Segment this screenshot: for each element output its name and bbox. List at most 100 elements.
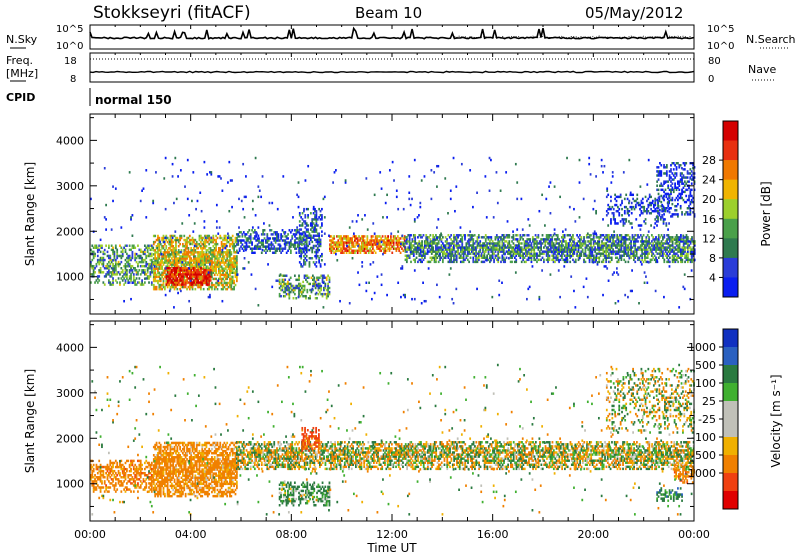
heatmap-cell [204,244,206,248]
heatmap-cell [166,271,169,274]
heatmap-cell [316,248,319,252]
heatmap-cell [152,249,155,252]
heatmap-cell [179,275,182,278]
heatmap-cell [134,283,137,286]
heatmap-cell [107,273,110,276]
heatmap-cell [183,244,186,248]
heatmap-cell [308,242,311,246]
heatmap-cell [96,246,99,249]
heatmap-cell [173,281,176,285]
heatmap-cell [311,282,314,286]
heatmap-cell [269,249,271,252]
heatmap-cell [219,261,222,264]
heatmap-cell [139,254,142,258]
heatmap-cell [215,242,217,246]
heatmap-cell [109,275,112,278]
heatmap-cell [267,243,270,246]
heatmap-cell [158,265,161,268]
heatmap-cell [177,281,180,284]
heatmap-cell [154,253,157,256]
heatmap-cell [251,251,253,254]
heatmap-cell [112,185,114,188]
heatmap-cell [150,281,153,284]
heatmap-cell [162,283,165,287]
heatmap-cell [229,249,231,252]
heatmap-cell [227,251,230,254]
heatmap-cell [199,259,202,262]
heatmap-cell [222,255,224,258]
heatmap-cell [195,263,198,266]
heatmap-cell [190,271,193,274]
heatmap-cell [175,279,177,282]
heatmap-cell [213,273,216,277]
heatmap-cell [193,255,195,258]
heatmap-cell [145,277,148,280]
heatmap-cell [230,257,233,260]
heatmap-cell [201,259,204,262]
heatmap-cell [304,226,307,229]
heatmap-cell [223,257,226,260]
heatmap-cell [306,280,309,284]
heatmap-cell [659,209,661,212]
heatmap-cell [270,241,273,244]
heatmap-cell [128,275,131,278]
heatmap-cell [91,273,94,276]
heatmap-cell [158,242,161,246]
heatmap-cell [163,251,166,254]
heatmap-cell [209,257,212,260]
heatmap-cell [304,261,307,264]
heatmap-cell [116,273,119,276]
heatmap-cell [191,285,194,289]
heatmap-cell [195,277,198,280]
heatmap-cell [683,168,686,171]
heatmap-cell [223,251,226,254]
heatmap-cell [92,264,95,268]
heatmap-cell [270,233,273,236]
heatmap-cell [152,257,155,260]
heatmap-cell [229,265,231,268]
heatmap-cell [150,271,153,274]
heatmap-cell [134,258,137,262]
heatmap-cell [584,260,587,264]
heatmap-cell [686,236,689,239]
heatmap-cell [308,240,311,244]
heatmap-cell [269,243,271,246]
heatmap-cell [158,249,161,252]
heatmap-cell [179,271,182,274]
heatmap-cell [237,235,240,238]
heatmap-cell [94,254,96,258]
heatmap-cell [198,281,201,284]
heatmap-cell [188,240,191,244]
heatmap-cell [123,299,125,303]
heatmap-cell [317,282,320,286]
heatmap-cell [329,245,331,248]
heatmap-cell [295,241,298,244]
heatmap-cell [628,236,631,239]
heatmap-cell [318,286,321,290]
heatmap-cell [235,267,238,270]
heatmap-cell [171,279,173,282]
heatmap-cell [142,252,145,256]
heatmap-cell [152,234,155,238]
heatmap-cell [230,259,233,262]
heatmap-cell [213,287,216,291]
heatmap-cell [197,259,199,262]
heatmap-cell [314,297,317,300]
heatmap-cell [176,279,179,282]
heatmap-cell [298,212,301,215]
heatmap-cell [285,241,288,244]
heatmap-cell [223,255,226,258]
heatmap-cell [141,250,143,254]
beam-title: Beam 10 [355,4,422,22]
heatmap-cell [340,243,342,246]
heatmap-cell [138,260,141,264]
heatmap-cell [296,241,299,244]
heatmap-cell [186,261,188,264]
heatmap-cell [245,237,248,240]
heatmap-cell [301,241,303,244]
heatmap-cell [101,256,103,260]
heatmap-cell [229,279,231,283]
heatmap-cell [277,247,280,250]
heatmap-cell [231,234,234,238]
heatmap-cell [172,253,175,256]
